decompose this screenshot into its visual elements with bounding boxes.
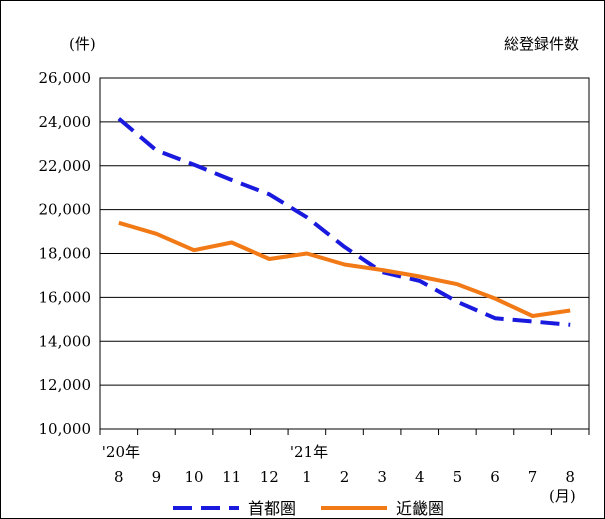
y-tick-label: 22,000 — [39, 157, 92, 175]
y-tick-label: 14,000 — [39, 332, 92, 350]
x-tick-label: 4 — [415, 468, 425, 486]
y-tick-label: 12,000 — [39, 376, 92, 394]
y-axis-unit-label: (件) — [69, 35, 96, 53]
plot-area — [99, 77, 590, 430]
y-tick-label: 20,000 — [39, 201, 92, 219]
x-tick-label: 8 — [114, 468, 124, 486]
series-line-0 — [117, 117, 571, 327]
x-tick-label: 2 — [340, 468, 350, 486]
x-tick-label: 11 — [222, 468, 241, 486]
x-axis-unit-label: (月) — [549, 487, 576, 505]
x-tick-label: 9 — [152, 468, 162, 486]
legend-label: 首都圏 — [248, 499, 296, 518]
x-tick-label: 1 — [302, 468, 312, 486]
legend: 首都圏 近畿圏 — [173, 499, 444, 518]
x-tick-label: 7 — [528, 468, 538, 486]
x-tick-label: 3 — [377, 468, 387, 486]
y-tick-label: 18,000 — [39, 245, 92, 263]
y-tick-label: 24,000 — [39, 113, 92, 131]
x-tick-label: 8 — [565, 468, 575, 486]
x-tick-label: 6 — [490, 468, 500, 486]
x-tick-label: 10 — [184, 468, 203, 486]
y-tick-label: 16,000 — [39, 288, 92, 306]
x-tick-label: 5 — [453, 468, 463, 486]
y-tick-label: 10,000 — [39, 420, 92, 438]
x-year-label: '21年 — [290, 443, 328, 461]
x-year-label: '20年 — [102, 443, 140, 461]
series-line-1 — [118, 220, 571, 318]
chart-title: 総登録件数 — [504, 35, 579, 53]
x-tick-label: 12 — [260, 468, 279, 486]
y-tick-label: 26,000 — [39, 69, 92, 87]
legend-label: 近畿圏 — [396, 499, 444, 518]
